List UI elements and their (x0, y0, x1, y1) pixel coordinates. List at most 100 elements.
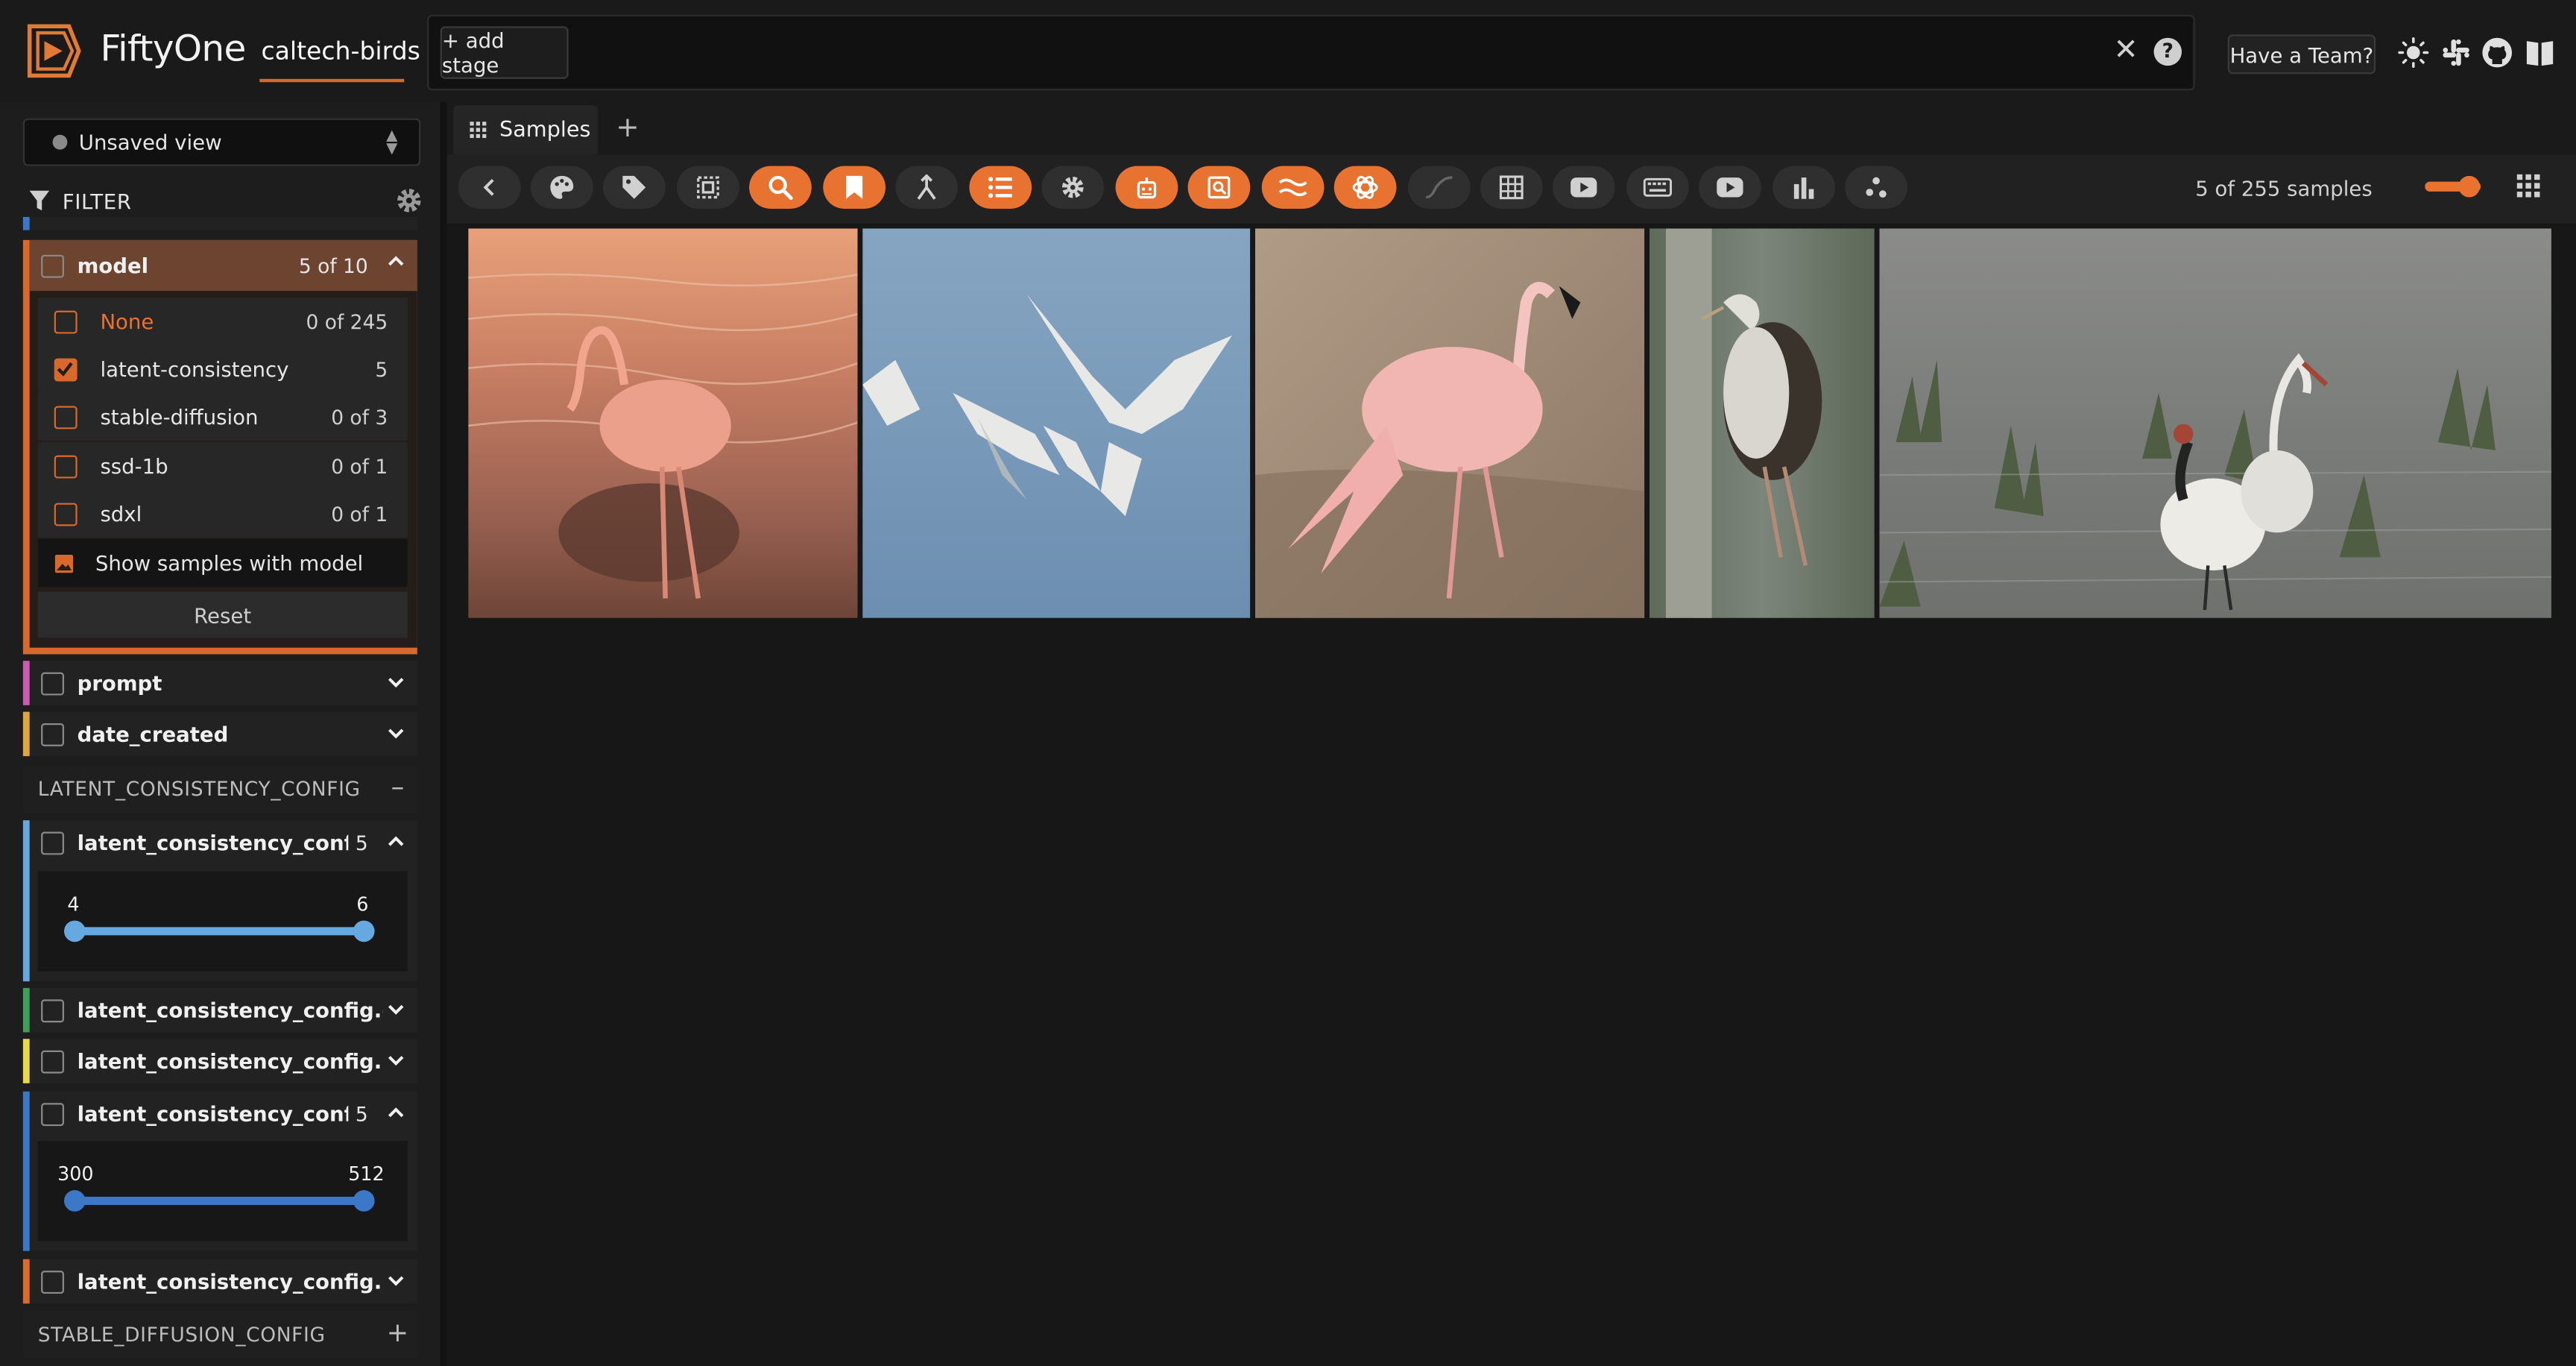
chevron-up-icon[interactable] (388, 834, 404, 850)
have-a-team-button[interactable]: Have a Team? (2227, 34, 2376, 75)
zoom-slider[interactable] (2425, 175, 2481, 198)
show-samples-with-model-toggle[interactable]: Show samples with model (37, 539, 408, 588)
chevron-up-icon[interactable] (388, 1104, 404, 1121)
color-scheme-button[interactable] (530, 166, 593, 209)
tag-button[interactable] (602, 166, 666, 209)
reset-button[interactable]: Reset (37, 591, 408, 638)
slider-track[interactable] (74, 1196, 364, 1205)
value-checkbox[interactable] (54, 405, 78, 429)
sample-tile[interactable] (862, 228, 1251, 618)
range-slider-lcm-wid[interactable]: 300 512 (37, 1140, 408, 1241)
field-row-lcm-heigh[interactable]: latent_consistency_config.heigh… (22, 1259, 417, 1304)
merge-button[interactable] (895, 166, 958, 209)
model-value-row[interactable]: stable-diffusion 0 of 3 (37, 392, 408, 441)
fiftyone-logo-icon[interactable] (19, 19, 82, 82)
list-button[interactable] (969, 166, 1032, 209)
model-checkbox[interactable] (41, 254, 64, 277)
table-button[interactable] (1480, 166, 1543, 209)
group-header-latent-consistency[interactable]: LATENT_CONSISTENCY_CONFIG – (22, 764, 417, 814)
field-checkbox[interactable] (41, 1270, 64, 1293)
field-checkbox[interactable] (41, 831, 64, 854)
tab-samples[interactable]: Samples (453, 105, 599, 155)
video-button-2[interactable] (1699, 166, 1761, 209)
slider-handle-max[interactable] (353, 920, 375, 942)
value-checkbox[interactable] (54, 502, 78, 526)
patches-button[interactable] (677, 166, 739, 209)
view-selector[interactable]: Unsaved view ▲ ▼ (22, 118, 421, 166)
field-checkbox[interactable] (41, 722, 64, 746)
field-checkbox[interactable] (41, 998, 64, 1022)
openai-button[interactable] (1333, 166, 1397, 209)
field-row-lcm-lcm-o[interactable]: latent_consistency_config.lcm_o… (22, 1039, 417, 1083)
sample-tile[interactable] (1649, 228, 1875, 618)
tab-label: Samples (499, 117, 591, 142)
similarity-search-button[interactable] (749, 166, 812, 209)
sample-tile[interactable] (468, 228, 858, 618)
view-bar[interactable] (427, 14, 2195, 91)
field-count: 5 (355, 1102, 368, 1126)
model-value-row[interactable]: None 0 of 245 (37, 298, 408, 345)
model-value-row[interactable]: latent-consistency 5 (37, 344, 408, 393)
slider-track[interactable] (74, 927, 364, 936)
group-label: LATENT_CONSISTENCY_CONFIG (37, 777, 361, 801)
curve-button[interactable] (1407, 166, 1471, 209)
operator-button-brain[interactable] (1115, 166, 1178, 209)
model-value-row[interactable]: sdxl 0 of 1 (37, 489, 408, 538)
model-value-row[interactable]: ssd-1b 0 of 1 (37, 442, 408, 490)
value-checkbox[interactable] (54, 454, 78, 478)
value-label: ssd-1b (100, 453, 168, 479)
add-tab-button[interactable]: + (616, 111, 640, 145)
view-selector-label: Unsaved view (78, 130, 222, 155)
slack-icon[interactable] (2440, 37, 2472, 69)
gear-icon[interactable] (394, 186, 424, 215)
chevron-down-icon[interactable] (388, 1001, 404, 1018)
sample-image-flamingo-beach (468, 228, 858, 618)
value-count: 0 of 3 (331, 405, 388, 429)
value-checkbox-checked[interactable] (54, 357, 78, 381)
docs-icon[interactable] (2523, 37, 2556, 69)
group-header-stable-diffusion[interactable]: STABLE_DIFFUSION_CONFIG + (22, 1310, 417, 1360)
operator-button-inspect[interactable] (1187, 166, 1251, 209)
saved-views-button[interactable] (823, 166, 886, 209)
histogram-button[interactable] (1772, 166, 1835, 209)
video-button[interactable] (1552, 166, 1615, 209)
value-checkbox[interactable] (54, 309, 78, 333)
expand-icon[interactable]: + (386, 1316, 409, 1348)
field-row-model[interactable]: model 5 of 10 (29, 239, 417, 292)
chevron-down-icon[interactable] (388, 1272, 404, 1288)
field-row-lcm-inf[interactable]: latent_consistency_config.inf… 5 (23, 820, 417, 865)
slider-handle-min[interactable] (63, 920, 86, 942)
chevron-down-icon[interactable] (388, 674, 404, 690)
sample-tile[interactable] (1879, 228, 2551, 618)
collapse-icon[interactable]: – (391, 770, 405, 802)
grid-icon (470, 122, 487, 139)
field-checkbox[interactable] (41, 1102, 64, 1126)
settings-button[interactable] (1041, 166, 1105, 209)
github-icon[interactable] (2481, 37, 2513, 69)
field-checkbox[interactable] (41, 671, 64, 695)
slider-handle-min[interactable] (63, 1190, 86, 1212)
dataset-selector[interactable]: caltech-birds (261, 36, 420, 66)
sun-icon[interactable] (2397, 37, 2430, 69)
slider-handle-max[interactable] (353, 1190, 375, 1212)
clear-view-icon[interactable]: ✕ (2113, 33, 2138, 68)
chevron-down-icon[interactable] (388, 1052, 404, 1068)
chevron-up-icon[interactable] (388, 254, 404, 270)
range-slider-lcm-inf[interactable]: 4 6 (37, 871, 408, 972)
help-icon[interactable]: ? (2153, 37, 2182, 66)
field-checkbox[interactable] (41, 1049, 64, 1073)
field-name: latent_consistency_config.inf… (77, 830, 349, 855)
embeddings-button[interactable] (1845, 166, 1907, 209)
operator-button-wave[interactable] (1261, 166, 1325, 209)
chevron-down-icon[interactable] (388, 725, 404, 741)
keyboard-button[interactable] (1626, 166, 1689, 209)
add-stage-button[interactable]: + add stage (440, 26, 569, 79)
field-row-lcm-wid[interactable]: latent_consistency_config.wid… 5 (23, 1092, 417, 1136)
field-row-date-created[interactable]: date_created (22, 711, 417, 757)
collapse-sidebar-button[interactable] (458, 166, 521, 209)
sample-tile[interactable] (1254, 228, 1645, 618)
field-row-lcm-guida[interactable]: latent_consistency_config.guida… (22, 987, 417, 1033)
grid-view-icon[interactable] (2516, 174, 2540, 198)
sidebar-resize-handle[interactable] (440, 101, 447, 1366)
field-row-prompt[interactable]: prompt (22, 661, 417, 705)
